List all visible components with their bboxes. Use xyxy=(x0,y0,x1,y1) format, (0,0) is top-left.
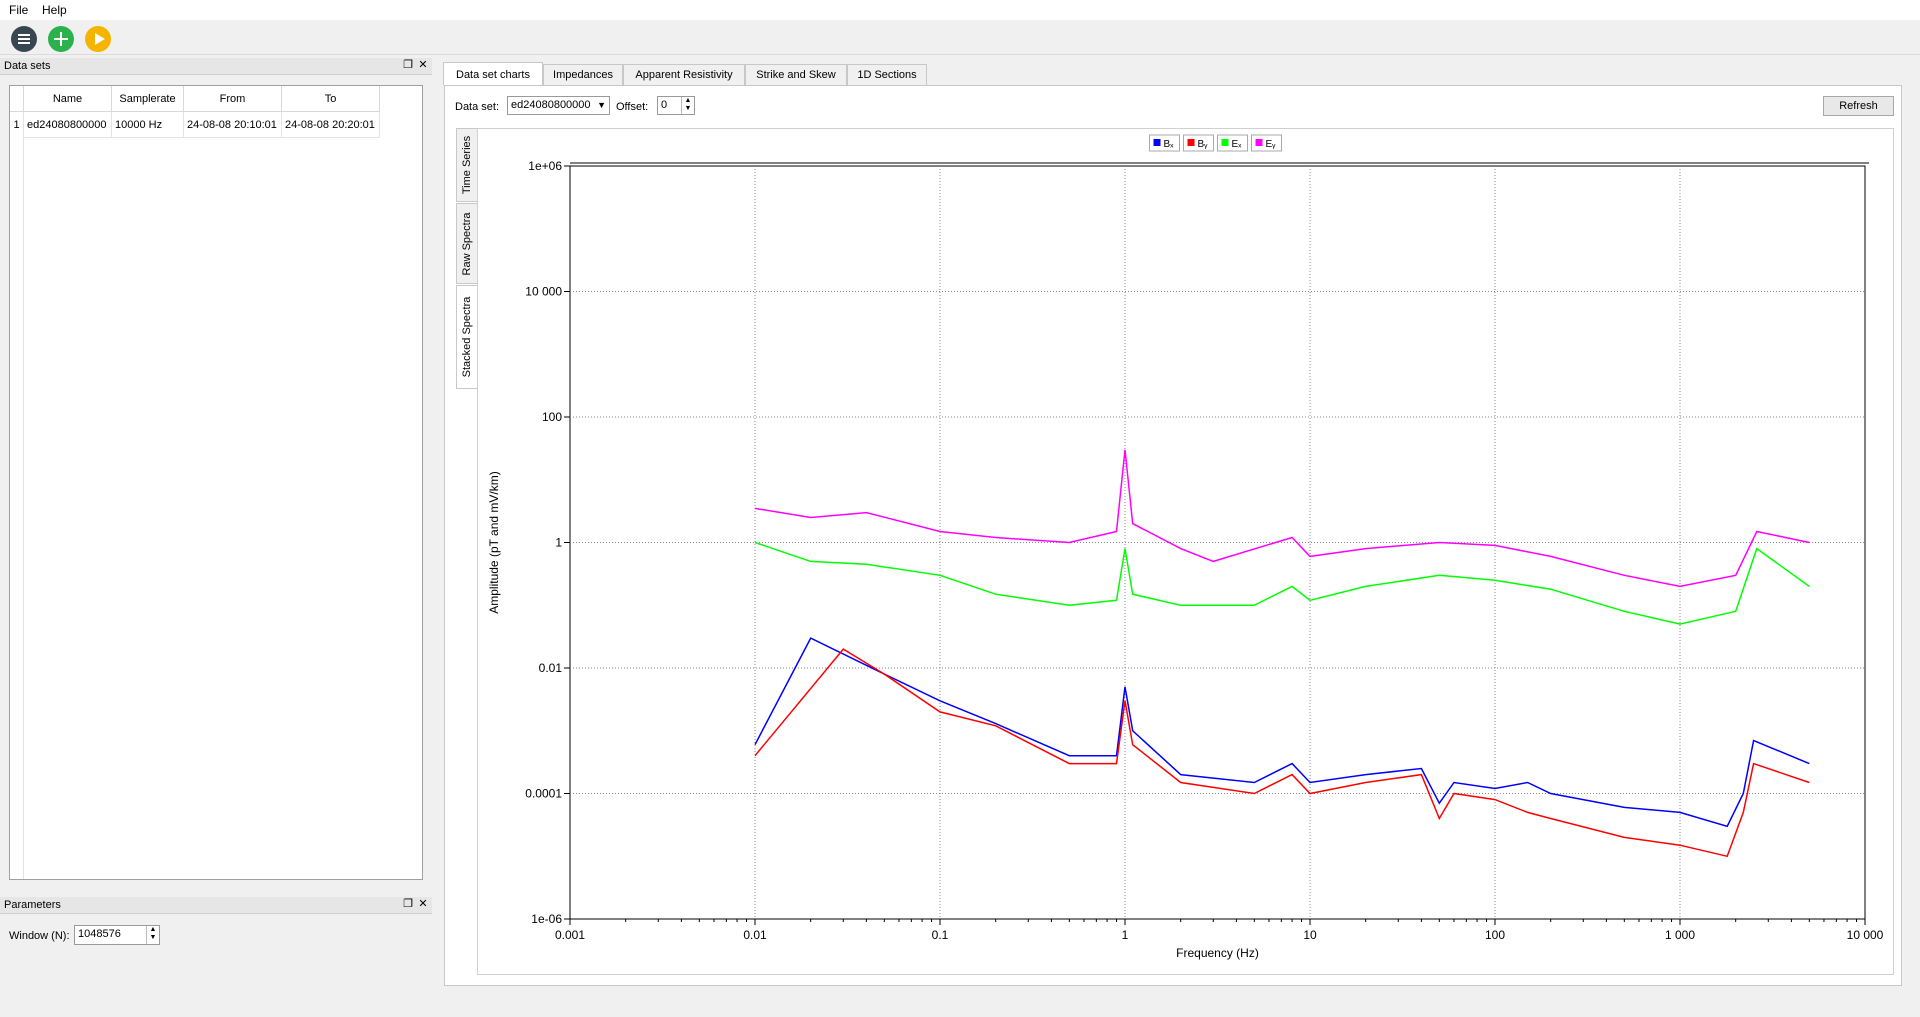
chart-frame: 0.001 0.01 0.1 1 10 100 1 000 10 000 1e-06 0.0001… xyxy=(477,128,1894,975)
offset-value: 0 xyxy=(661,99,668,111)
column-header-from[interactable]: From xyxy=(183,86,282,112)
add-icon[interactable] xyxy=(48,26,74,52)
x-tick-label: 1 xyxy=(1122,928,1129,942)
cell-samplerate[interactable]: 10000 Hz xyxy=(111,111,184,138)
x-tick-label: 0.1 xyxy=(932,928,949,942)
menu-file[interactable]: File xyxy=(9,3,29,17)
x-tick-label: 10 000 xyxy=(1847,928,1884,942)
y-tick-label: 1e-06 xyxy=(531,912,562,926)
legend-label-1: Bᵧ xyxy=(1198,139,1209,150)
legend-label-3: Eᵧ xyxy=(1266,139,1277,150)
tab-apparent-resistivity[interactable]: Apparent Resistivity xyxy=(623,64,745,85)
y-tick-label: 1 xyxy=(555,536,562,550)
column-header-name[interactable]: Name xyxy=(23,86,112,112)
spectra-chart[interactable]: 0.001 0.01 0.1 1 10 100 1 000 10 000 1e-06 0.0001… xyxy=(478,129,1893,974)
x-tick-label: 100 xyxy=(1485,928,1505,942)
y-tick-label: 0.0001 xyxy=(525,787,562,801)
tab-data-set-charts[interactable]: Data set charts xyxy=(443,62,543,85)
list-menu-icon[interactable] xyxy=(11,26,37,52)
refresh-button[interactable]: Refresh xyxy=(1823,96,1894,116)
tab-1d-sections[interactable]: 1D Sections xyxy=(847,64,927,85)
x-tick-label: 1 000 xyxy=(1665,928,1695,942)
float-icon[interactable]: ❐ xyxy=(403,59,413,71)
cell-name[interactable]: ed24080800000 xyxy=(23,111,112,138)
y-tick-label: 100 xyxy=(542,410,562,424)
cell-to[interactable]: 24-08-08 20:20:01 xyxy=(281,111,380,138)
plot-area xyxy=(569,165,1866,920)
float-icon[interactable]: ❐ xyxy=(403,898,413,910)
offset-label: Offset: xyxy=(616,101,649,113)
close-icon[interactable]: ✕ xyxy=(418,59,428,71)
side-tab-time-series[interactable]: Time Series xyxy=(456,128,477,202)
legend-label-2: Eₓ xyxy=(1232,139,1243,150)
side-tab-stacked-spectra-label: Stacked Spectra xyxy=(461,296,473,378)
toolbar xyxy=(0,20,1920,55)
dataset-select[interactable]: ed24080800000 ▼ xyxy=(507,96,610,115)
series-line-0 xyxy=(754,637,1810,828)
x-tick-label: 0.001 xyxy=(555,928,585,942)
table-row[interactable]: 1 ed24080800000 10000 Hz 24-08-08 20:10:… xyxy=(10,111,380,138)
y-tick-label: 10 000 xyxy=(525,285,562,299)
series-line-2 xyxy=(754,541,1810,625)
window-spinbox[interactable]: 1048576 ▲ ▼ xyxy=(74,925,160,945)
side-tab-time-series-label: Time Series xyxy=(461,135,473,195)
table-header-row: Name Samplerate From To xyxy=(10,86,380,112)
legend-label-0: Bₓ xyxy=(1164,139,1175,150)
window-label: Window (N): xyxy=(9,930,70,942)
series-line-1 xyxy=(754,648,1810,858)
cell-from[interactable]: 24-08-08 20:10:01 xyxy=(183,111,282,138)
spin-arrows-icon[interactable]: ▲ ▼ xyxy=(146,926,159,944)
datasets-dock-title: Data sets ❐ ✕ xyxy=(0,58,432,75)
dataset-label: Data set: xyxy=(455,101,500,113)
row-index[interactable]: 1 xyxy=(10,111,24,138)
legend-swatch-1 xyxy=(1187,139,1195,146)
close-icon[interactable]: ✕ xyxy=(418,898,428,910)
menubar: File Help xyxy=(0,0,1920,20)
parameters-dock-title: Parameters ❐ ✕ xyxy=(0,897,432,914)
y-tick-label: 0.01 xyxy=(539,661,563,675)
side-tab-stacked-spectra[interactable]: Stacked Spectra xyxy=(456,285,477,389)
column-header-samplerate[interactable]: Samplerate xyxy=(111,86,184,112)
side-tab-raw-spectra[interactable]: Raw Spectra xyxy=(456,203,477,284)
y-axis-label: Amplitude (pT and mV/km) xyxy=(487,471,501,614)
x-axis-label: Frequency (Hz) xyxy=(1176,946,1259,960)
chevron-down-icon: ▼ xyxy=(597,100,606,110)
corner-cell xyxy=(10,86,24,112)
legend-swatch-3 xyxy=(1255,139,1263,146)
legend-swatch-2 xyxy=(1221,139,1229,146)
offset-spinbox[interactable]: 0 ▲ ▼ xyxy=(657,96,695,115)
column-header-to[interactable]: To xyxy=(281,86,380,112)
datasets-title: Data sets xyxy=(4,60,51,72)
x-tick-label: 10 xyxy=(1303,928,1317,942)
play-icon[interactable] xyxy=(85,26,111,52)
parameters-title: Parameters xyxy=(4,899,61,911)
row-header-gutter xyxy=(10,137,24,879)
menu-help[interactable]: Help xyxy=(42,3,67,17)
datasets-table[interactable]: Name Samplerate From To 1 ed24080800000 … xyxy=(9,85,423,880)
y-tick-label: 1e+06 xyxy=(528,159,562,173)
legend-swatch-0 xyxy=(1153,139,1161,146)
window-value: 1048576 xyxy=(78,928,121,940)
series-line-3 xyxy=(754,449,1810,588)
x-tick-label: 0.01 xyxy=(743,928,767,942)
spin-arrows-icon[interactable]: ▲ ▼ xyxy=(681,97,694,114)
side-tab-raw-spectra-label: Raw Spectra xyxy=(461,212,473,275)
tab-strike-and-skew[interactable]: Strike and Skew xyxy=(745,64,847,85)
tab-impedances[interactable]: Impedances xyxy=(543,64,623,85)
dataset-select-value: ed24080800000 xyxy=(511,99,591,111)
